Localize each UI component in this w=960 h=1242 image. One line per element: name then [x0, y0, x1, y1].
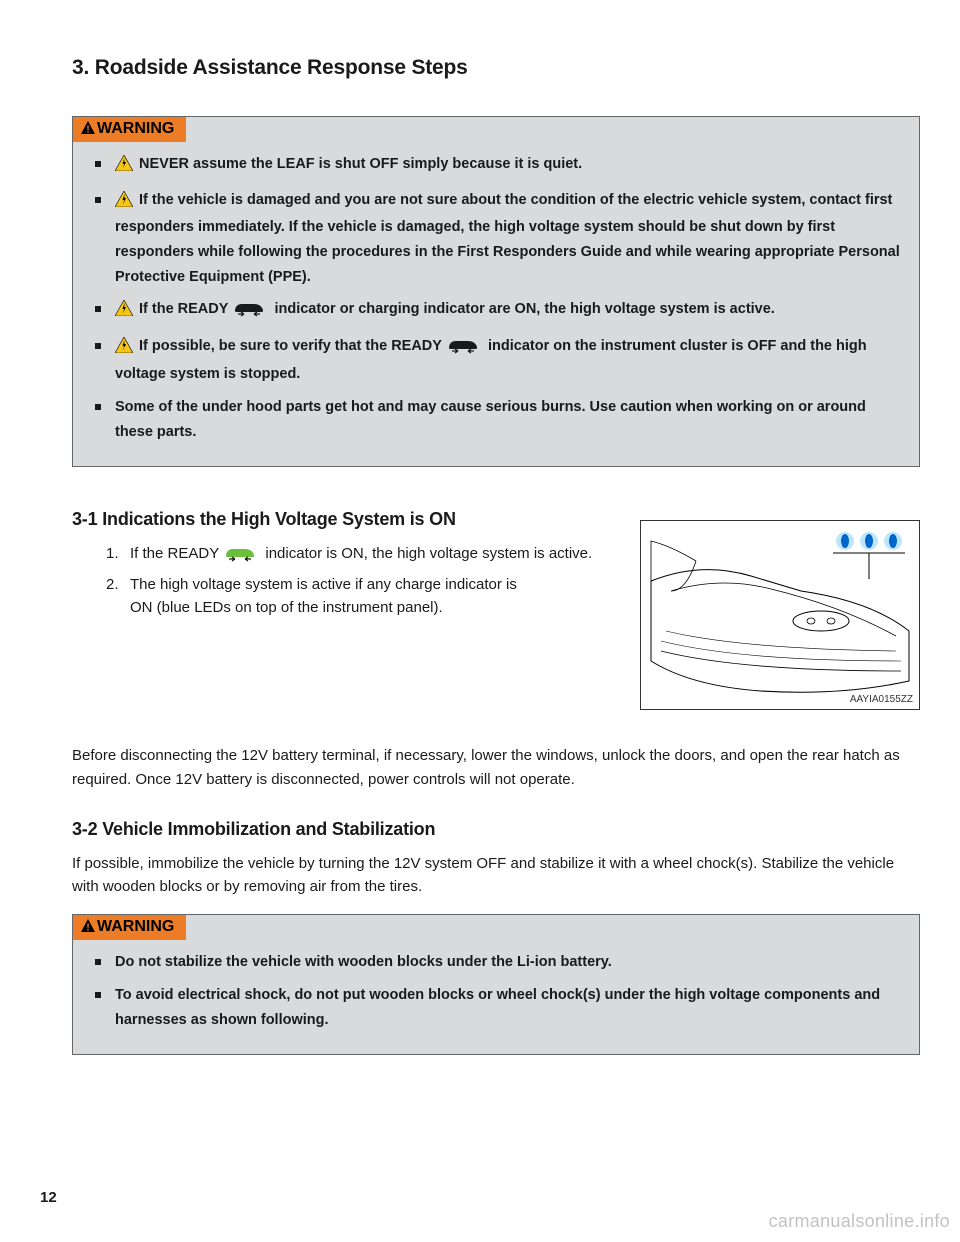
warning-list-2: Do not stabilize the vehicle with wooden…	[73, 940, 919, 1032]
warning-header: ! WARNING	[73, 915, 186, 940]
warning-item: If the vehicle is damaged and you are no…	[95, 188, 901, 290]
item-text: If the READY indicator is ON, the high v…	[130, 542, 626, 569]
warning-label: WARNING	[97, 120, 174, 137]
hv-badge-icon	[115, 300, 133, 325]
warning-item: NEVER assume the LEAF is shut OFF simply…	[95, 152, 901, 180]
svg-text:!: !	[86, 923, 89, 933]
warning-label: WARNING	[97, 918, 174, 935]
bullet-icon	[95, 161, 101, 167]
warning-text: Do not stabilize the vehicle with wooden…	[115, 950, 901, 975]
warning-text: If possible, be sure to verify that the …	[115, 334, 901, 387]
warning-box-1: ! WARNING NEVER assume the LEAF is shut …	[72, 116, 920, 467]
ready-car-icon	[223, 544, 257, 569]
warning-item: To avoid electrical shock, do not put wo…	[95, 983, 901, 1032]
hv-badge-icon	[115, 155, 133, 180]
section-3-1-body: AAYIA0155ZZ 1. If the READY indicator is…	[72, 542, 920, 710]
list-item: 2. The high voltage system is active if …	[106, 573, 626, 620]
section-3-2-title: 3-2 Vehicle Immobilization and Stabiliza…	[72, 819, 920, 840]
bullet-icon	[95, 343, 101, 349]
manual-page: 3. Roadside Assistance Response Steps ! …	[0, 0, 960, 1242]
figure-code: AAYIA0155ZZ	[850, 694, 913, 705]
bullet-icon	[95, 959, 101, 965]
svg-text:!: !	[86, 125, 89, 135]
hv-badge-icon	[115, 337, 133, 362]
warning-item: Some of the under hood parts get hot and…	[95, 395, 901, 444]
warning-text: Some of the under hood parts get hot and…	[115, 395, 901, 444]
bullet-icon	[95, 197, 101, 203]
warning-text: To avoid electrical shock, do not put wo…	[115, 983, 901, 1032]
page-title: 3. Roadside Assistance Response Steps	[72, 56, 920, 80]
warning-text: If the vehicle is damaged and you are no…	[115, 188, 901, 290]
item-number: 2.	[106, 573, 130, 620]
item-number: 1.	[106, 542, 130, 569]
warning-item: Do not stabilize the vehicle with wooden…	[95, 950, 901, 975]
dashboard-illustration	[641, 521, 919, 709]
page-number: 12	[40, 1189, 57, 1206]
list-item: 1. If the READY indicator is ON, the hig…	[106, 542, 626, 569]
para-before-disconnect: Before disconnecting the 12V battery ter…	[72, 744, 920, 791]
hv-badge-icon	[115, 191, 133, 216]
dashboard-figure: AAYIA0155ZZ	[640, 520, 920, 710]
watermark-text: carmanualsonline.info	[769, 1211, 950, 1232]
warning-text: NEVER assume the LEAF is shut OFF simply…	[115, 152, 901, 180]
ready-car-icon	[446, 336, 480, 363]
bullet-icon	[95, 992, 101, 998]
warning-triangle-icon: !	[81, 919, 95, 937]
warning-box-2: ! WARNING Do not stabilize the vehicle w…	[72, 914, 920, 1055]
warning-list-1: NEVER assume the LEAF is shut OFF simply…	[73, 142, 919, 444]
warning-triangle-icon: !	[81, 121, 95, 139]
warning-item: If possible, be sure to verify that the …	[95, 334, 901, 387]
section-3-2-para: If possible, immobilize the vehicle by t…	[72, 852, 920, 899]
bullet-icon	[95, 306, 101, 312]
bullet-icon	[95, 404, 101, 410]
warning-item: If the READY indicator or charging indic…	[95, 297, 901, 326]
ready-car-icon	[232, 299, 266, 326]
item-text: The high voltage system is active if any…	[130, 573, 540, 620]
warning-text: If the READY indicator or charging indic…	[115, 297, 901, 326]
warning-header: ! WARNING	[73, 117, 186, 142]
